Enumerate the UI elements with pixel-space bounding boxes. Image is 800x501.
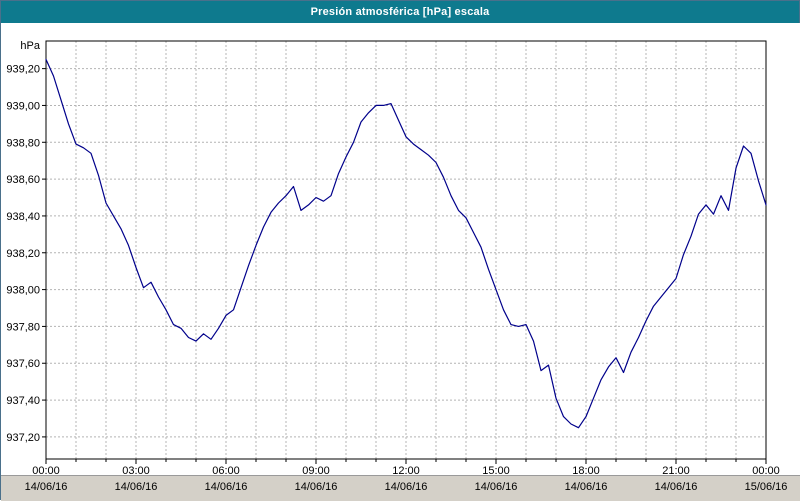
y-tick-label: 937,80 [6,321,40,333]
x-time-label: 21:00 [662,465,690,475]
x-time-label: 09:00 [302,465,330,475]
y-tick-label: 938,80 [6,137,40,149]
x-time-label: 18:00 [572,465,600,475]
y-tick-label: 939,00 [6,100,40,112]
plot-region: 939,20 939,00 938,80 938,60 938,40 938,20 938,… [1,23,800,475]
x-date-label: 14/06/16 [294,481,338,493]
y-tick-label: 939,20 [6,64,40,76]
chart-title: Presión atmosférica [hPa] escala [310,6,490,18]
pressure-line [45,58,767,429]
chart-title-bar: Presión atmosférica [hPa] escala [1,1,799,23]
y-tick-label: 937,60 [6,358,40,370]
y-tick-label: 938,60 [6,174,40,186]
x-date-label: 14/06/16 [564,481,608,493]
x-date-label: 14/06/16 [384,481,428,493]
y-tick-label: 937,40 [6,395,40,407]
x-date-label: 14/06/16 [204,481,248,493]
x-date-label: 14/06/16 [114,481,158,493]
plot-border [45,40,767,460]
x-time-label: 00:00 [32,465,60,475]
x-time-label: 00:00 [752,465,780,475]
x-time-label: 06:00 [212,465,240,475]
x-time-label: 12:00 [392,465,420,475]
x-date-label: 15/06/16 [744,481,788,493]
y-tick-label: 938,20 [6,248,40,260]
x-date-label: 14/06/16 [474,481,518,493]
pressure-chart: 939,20 939,00 938,80 938,60 938,40 938,20 938,… [6,40,780,475]
y-axis-unit-label: hPa [20,40,40,52]
y-tick-label: 937,20 [6,432,40,444]
x-date-label: 14/06/16 [654,481,698,493]
date-bar: 14/06/16 14/06/16 14/06/16 14/06/16 14/06/16… [1,475,800,501]
x-time-label: 15:00 [482,465,510,475]
x-time-label: 03:00 [122,465,150,475]
y-tick-label: 938,40 [6,211,40,223]
x-date-label: 14/06/16 [24,481,68,493]
y-tick-label: 938,00 [6,285,40,297]
